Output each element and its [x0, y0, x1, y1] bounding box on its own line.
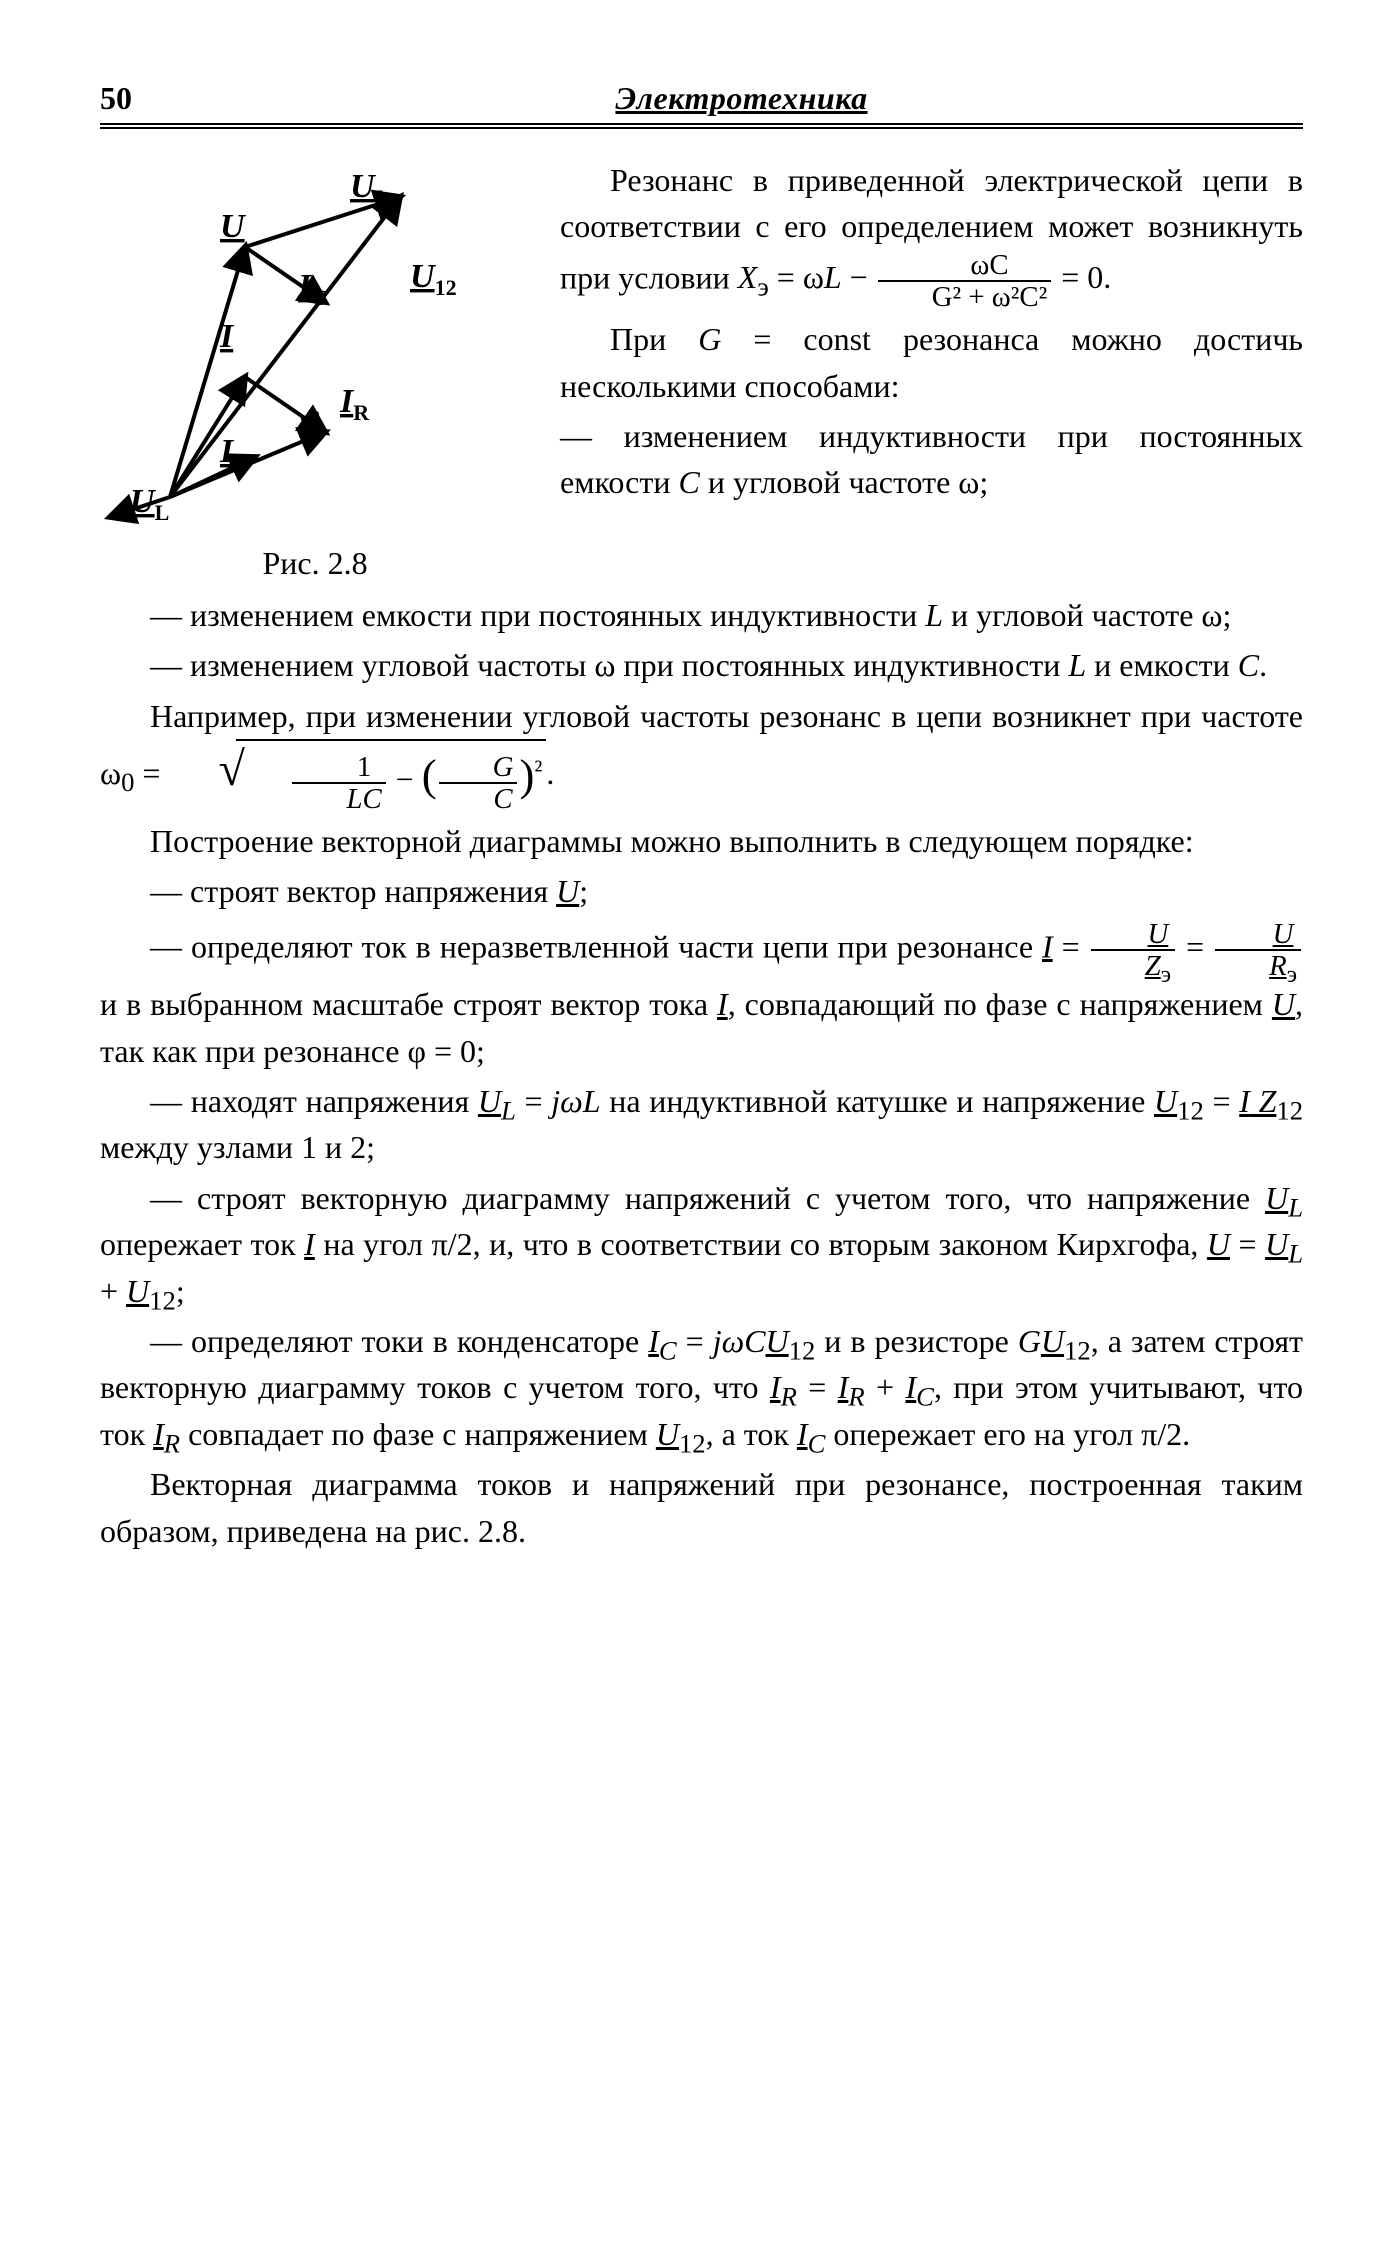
list-item: изменением емкости при постоянных индукт…	[100, 592, 1303, 638]
list-item: строят векторную диаграмму напряжений с …	[100, 1175, 1303, 1314]
svg-text:UL: UL	[130, 483, 169, 525]
page-number: 50	[100, 80, 180, 117]
list-item: изменением индуктивности при постоянных …	[560, 413, 1303, 506]
running-header: 50 Электротехника	[100, 80, 1303, 129]
page: 50 Электротехника UL U12 U IC I IR IC UL Рис. 2…	[0, 0, 1393, 2265]
equation-xe: Xэ = ωL − ωCG² + ω²C² = 0.	[738, 259, 1112, 295]
list-item: строят вектор напряжения U;	[100, 868, 1303, 914]
list-item: определяют ток в неразветвленной части ц…	[100, 919, 1303, 1074]
right-column-text: Резонанс в приведенной электрической цеп…	[560, 157, 1303, 582]
svg-text:I: I	[219, 318, 235, 355]
paragraph: Например, при изменении угловой частоты …	[100, 693, 1303, 814]
list-item: определяют токи в конденсаторе IC = jωCU…	[100, 1318, 1303, 1457]
svg-text:IR: IR	[339, 383, 370, 425]
svg-text:U12: U12	[410, 258, 457, 300]
svg-text:UL: UL	[350, 168, 389, 210]
paragraph: Резонанс в приведенной электрической цеп…	[560, 157, 1303, 312]
paragraph: Построение векторной диаграммы можно вып…	[100, 818, 1303, 864]
svg-text:IC: IC	[219, 433, 249, 475]
list-item: находят напряжения UL = jωL на индуктивн…	[100, 1078, 1303, 1171]
figure-caption: Рис. 2.8	[100, 545, 530, 582]
list-item: изменением угловой частоты ω при постоян…	[100, 642, 1303, 688]
svg-text:U: U	[220, 208, 247, 245]
figure-column: UL U12 U IC I IR IC UL Рис. 2.8	[100, 157, 530, 582]
book-title: Электротехника	[180, 80, 1303, 117]
equation-omega0: 1LC − (GC)²	[168, 739, 546, 814]
figure-and-text-row: UL U12 U IC I IR IC UL Рис. 2.8 Резонанс в прив…	[100, 157, 1303, 582]
vector-diagram: UL U12 U IC I IR IC UL	[100, 157, 530, 537]
body-text: изменением емкости при постоянных индукт…	[100, 592, 1303, 1554]
paragraph: При G = const резонанса можно достичь не…	[560, 316, 1303, 409]
paragraph: Векторная диаграмма токов и напряжений п…	[100, 1461, 1303, 1554]
svg-text:IC: IC	[297, 268, 327, 310]
